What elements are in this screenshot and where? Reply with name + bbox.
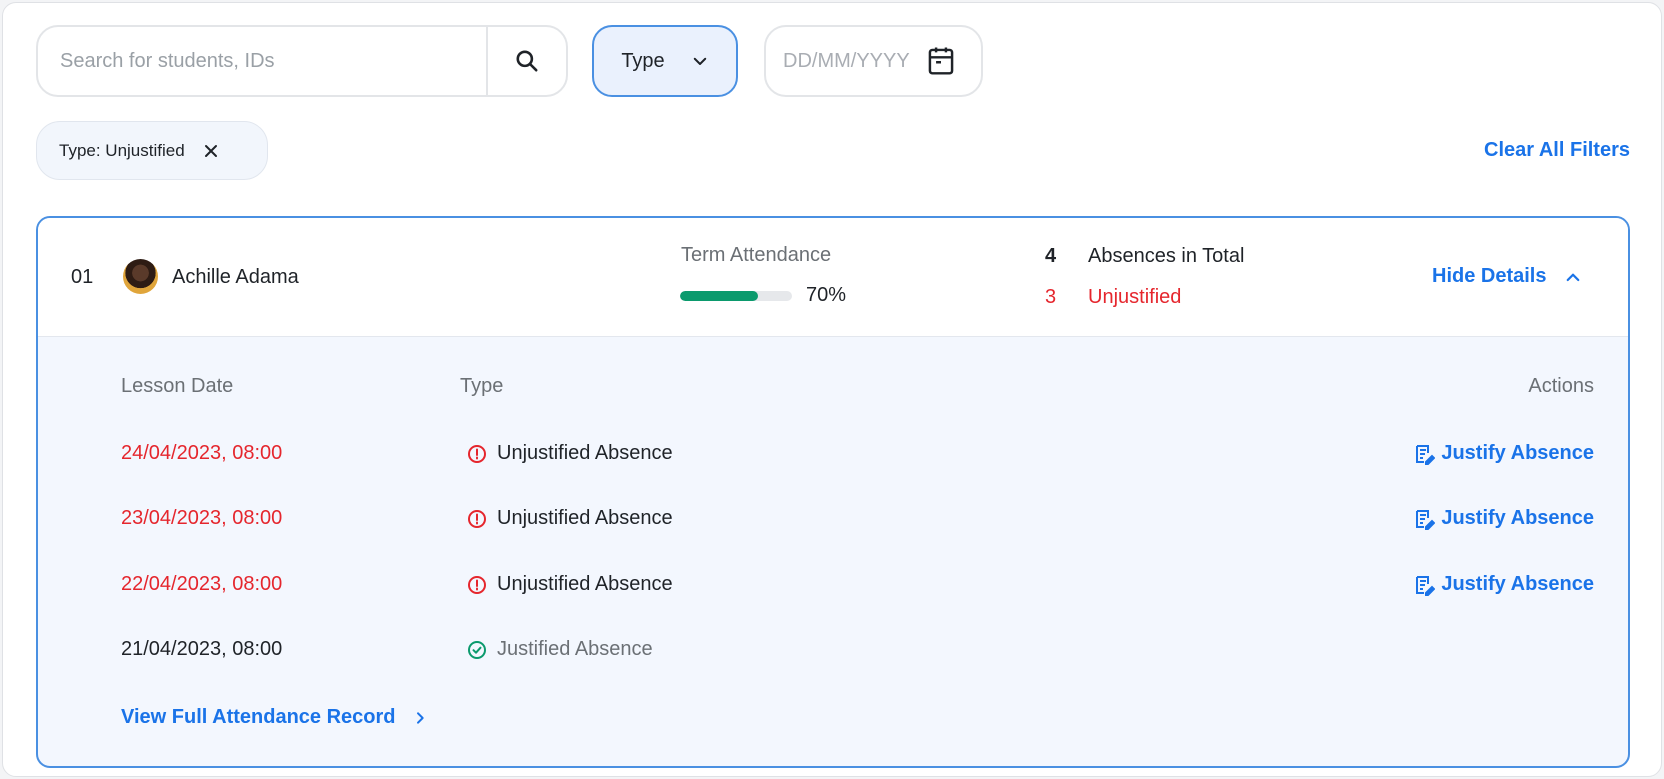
alert-circle-icon <box>468 576 486 594</box>
type-icon-wrap <box>467 509 487 529</box>
absences-total-label: Absences in Total <box>1088 245 1245 267</box>
justify-absence-label: Justify Absence <box>1441 442 1594 464</box>
close-icon[interactable] <box>203 143 219 159</box>
type-filter-label: Type <box>621 49 665 72</box>
view-full-attendance-label: View Full Attendance Record <box>121 706 396 728</box>
date-placeholder: DD/MM/YYYY <box>783 49 910 72</box>
clear-all-filters-link[interactable]: Clear All Filters <box>1484 139 1630 161</box>
attendance-progress-bar <box>680 291 792 301</box>
type-filter-dropdown[interactable]: Type <box>592 25 738 97</box>
edit-note-icon <box>1416 575 1436 596</box>
absence-type: Justified Absence <box>497 638 653 660</box>
column-header-type: Type <box>460 375 504 397</box>
unjustified-label: Unjustified <box>1088 286 1182 308</box>
student-card-header: 01 Achille Adama Term Attendance 70% 4 A… <box>38 218 1628 337</box>
edit-note-icon <box>1416 509 1436 530</box>
view-full-attendance-link[interactable]: View Full Attendance Record <box>121 706 428 729</box>
absence-type: Unjustified Absence <box>497 442 673 464</box>
absences-total-count: 4 <box>1045 245 1057 267</box>
type-icon-wrap <box>467 444 487 464</box>
unjustified-count: 3 <box>1045 286 1057 308</box>
lesson-date: 21/04/2023, 08:00 <box>121 638 283 660</box>
avatar <box>123 259 158 294</box>
type-icon-wrap <box>467 640 487 660</box>
attendance-progress-fill <box>680 291 759 301</box>
chevron-up-icon <box>1567 273 1580 281</box>
lesson-date: 22/04/2023, 08:00 <box>121 573 283 595</box>
justify-absence-button[interactable]: Justify Absence <box>1413 442 1594 465</box>
edit-note-icon <box>1416 444 1436 465</box>
student-name: Achille Adama <box>172 266 299 288</box>
hide-details-button[interactable]: Hide Details <box>1432 265 1582 288</box>
date-filter-input[interactable]: DD/MM/YYYY <box>764 25 983 97</box>
absence-row: 23/04/2023, 08:00 Unjustified Absence Ju… <box>38 505 1628 535</box>
search-button[interactable] <box>486 27 566 95</box>
search-icon <box>516 50 538 72</box>
active-filter-chip[interactable]: Type: Unjustified <box>36 121 268 180</box>
absence-type: Unjustified Absence <box>497 507 673 529</box>
filter-chip-label: Type: Unjustified <box>59 140 185 160</box>
justify-absence-button[interactable]: Justify Absence <box>1413 573 1594 596</box>
alert-circle-icon <box>468 445 486 463</box>
absence-row: 21/04/2023, 08:00 Justified Absence <box>38 636 1628 666</box>
calendar-icon[interactable] <box>926 45 956 77</box>
hide-details-label: Hide Details <box>1432 265 1547 287</box>
column-header-lesson-date: Lesson Date <box>121 375 234 397</box>
absence-row: 22/04/2023, 08:00 Unjustified Absence Ju… <box>38 571 1628 601</box>
justify-absence-button[interactable]: Justify Absence <box>1413 507 1594 530</box>
chevron-right-icon <box>416 711 424 724</box>
term-attendance-label: Term Attendance <box>681 244 832 266</box>
justify-absence-label: Justify Absence <box>1441 573 1594 595</box>
search-box[interactable]: Search for students, IDs <box>36 25 568 97</box>
search-input[interactable]: Search for students, IDs <box>60 49 275 72</box>
type-icon-wrap <box>467 575 487 595</box>
alert-circle-icon <box>468 510 486 528</box>
student-card: 01 Achille Adama Term Attendance 70% 4 A… <box>36 216 1630 768</box>
student-index: 01 <box>71 266 94 288</box>
column-header-actions: Actions <box>1528 375 1594 397</box>
justify-absence-label: Justify Absence <box>1441 507 1594 529</box>
absence-row: 24/04/2023, 08:00 Unjustified Absence Ju… <box>38 440 1628 470</box>
lesson-date: 24/04/2023, 08:00 <box>121 442 283 464</box>
absence-type: Unjustified Absence <box>497 573 673 595</box>
check-circle-icon <box>468 641 486 659</box>
chevron-down-icon <box>693 57 706 65</box>
attendance-percent: 70% <box>806 284 847 306</box>
lesson-date: 23/04/2023, 08:00 <box>121 507 283 529</box>
